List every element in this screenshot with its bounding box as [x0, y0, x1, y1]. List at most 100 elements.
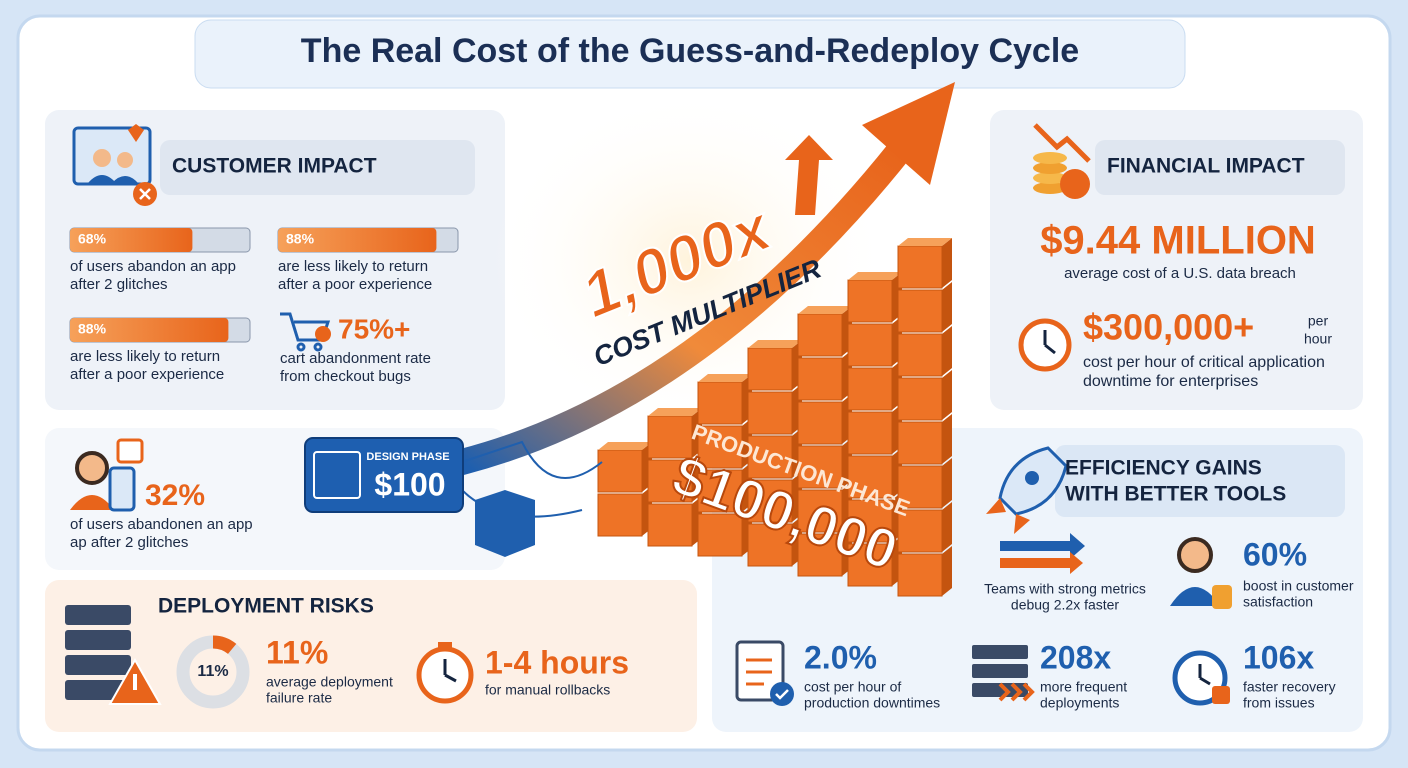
label: EFFICIENCY GAINS: [1065, 457, 1262, 480]
cube-face: [897, 245, 943, 289]
label: average deployment: [266, 674, 393, 690]
cube-face: [597, 449, 643, 493]
cube-face: [747, 435, 793, 479]
cube-face: [897, 421, 943, 465]
label: 88%: [286, 231, 315, 247]
cube-face: [597, 493, 643, 537]
cube-face: [647, 503, 693, 547]
servers-icon: [972, 645, 1035, 702]
label: are less likely to return: [70, 348, 220, 365]
label: after a poor experience: [70, 366, 224, 383]
mobile-icon: [70, 438, 144, 512]
cube-face: [747, 523, 793, 567]
cube-face: [697, 381, 743, 425]
label: downtime for enterprises: [1083, 373, 1258, 390]
cube-face: [847, 499, 893, 543]
cube-face: [847, 367, 893, 411]
label: production downtimes: [804, 695, 940, 711]
cube-face: [747, 347, 793, 391]
label: cost per hour of: [804, 679, 901, 695]
cube-face: [847, 411, 893, 455]
recovery-icon: [1172, 650, 1230, 706]
server-icon: [65, 605, 162, 705]
label: 1-4 hours: [485, 644, 629, 680]
clock-icon: [1018, 318, 1072, 372]
label: 32%: [145, 479, 205, 512]
cube-face: [797, 401, 843, 445]
label: more frequent: [1040, 679, 1127, 695]
cube-side: [942, 502, 952, 552]
heading-pill: [1095, 140, 1345, 195]
cube-top: [598, 442, 652, 450]
cube-face: [747, 479, 793, 523]
label: WITH BETTER TOOLS: [1065, 483, 1286, 506]
label: faster recovery: [1243, 679, 1336, 695]
label: of users abandonen an app: [70, 516, 253, 533]
cube-side: [942, 414, 952, 464]
label: Teams with strong metrics: [984, 581, 1146, 597]
label: satisfaction: [1243, 594, 1313, 610]
label: ap after 2 glitches: [70, 534, 188, 551]
rocket-icon: [986, 446, 1068, 534]
label: 88%: [78, 321, 107, 337]
donut-fill: [176, 635, 250, 709]
label: 75%+: [338, 313, 410, 344]
label: $100: [374, 466, 445, 502]
design-box: [304, 437, 464, 513]
label: DESIGN PHASE: [366, 451, 449, 463]
cube-top: [648, 408, 702, 416]
label: 60%: [1243, 536, 1307, 572]
label: are less likely to return: [278, 258, 428, 275]
cart-icon: [280, 312, 331, 352]
label: $300,000+: [1083, 307, 1254, 348]
label: hour: [1304, 331, 1332, 347]
label: of users abandon an app: [70, 258, 236, 275]
label: deployments: [1040, 695, 1119, 711]
label: debug 2.2x faster: [1011, 597, 1120, 613]
deployment-panel: [45, 580, 697, 732]
cube-face: [897, 333, 943, 377]
cube-face: [847, 323, 893, 367]
cube-face: [897, 509, 943, 553]
label: cost per hour of critical application: [1083, 354, 1325, 371]
cube-top: [698, 374, 752, 382]
label: 11%: [266, 634, 328, 670]
small-cube: [475, 490, 535, 557]
coins-icon: [1033, 123, 1091, 199]
title: The Real Cost of the Guess-and-Redeploy …: [301, 32, 1079, 70]
clipboard-icon: [735, 640, 794, 706]
label: 68%: [78, 231, 107, 247]
label: 106x: [1243, 639, 1314, 675]
cube-top: [798, 306, 852, 314]
bar-fill: [278, 228, 437, 252]
person-icon: [1170, 537, 1232, 609]
cube-face: [897, 377, 943, 421]
label: after 2 glitches: [70, 276, 168, 293]
stopwatch-icon: [416, 642, 474, 704]
label: DEPLOYMENT RISKS: [158, 595, 374, 618]
heading-pill: [1055, 445, 1345, 517]
cube-face: [897, 553, 943, 597]
cube-face: [797, 445, 843, 489]
label: 208x: [1040, 639, 1111, 675]
cube-side: [942, 238, 952, 288]
label: FINANCIAL IMPACT: [1107, 155, 1305, 178]
cube-face: [797, 489, 843, 533]
label: boost in customer: [1243, 578, 1354, 594]
label: for manual rollbacks: [485, 682, 610, 698]
label: $9.44 MILLION: [1040, 219, 1316, 263]
cube-face: [747, 391, 793, 435]
cube-top: [748, 340, 802, 348]
cube-face: [847, 279, 893, 323]
cube-face: [797, 357, 843, 401]
bar-fill: [70, 318, 229, 342]
label: from issues: [1243, 695, 1315, 711]
up-arrow: [785, 135, 833, 215]
cube-face: [647, 459, 693, 503]
label: cart abandonment rate: [280, 350, 431, 367]
title-banner: [194, 19, 1186, 89]
growth-arrow: [449, 137, 913, 475]
cube-top: [898, 238, 952, 246]
label: after a poor experience: [278, 276, 432, 293]
label: CUSTOMER IMPACT: [172, 155, 377, 178]
